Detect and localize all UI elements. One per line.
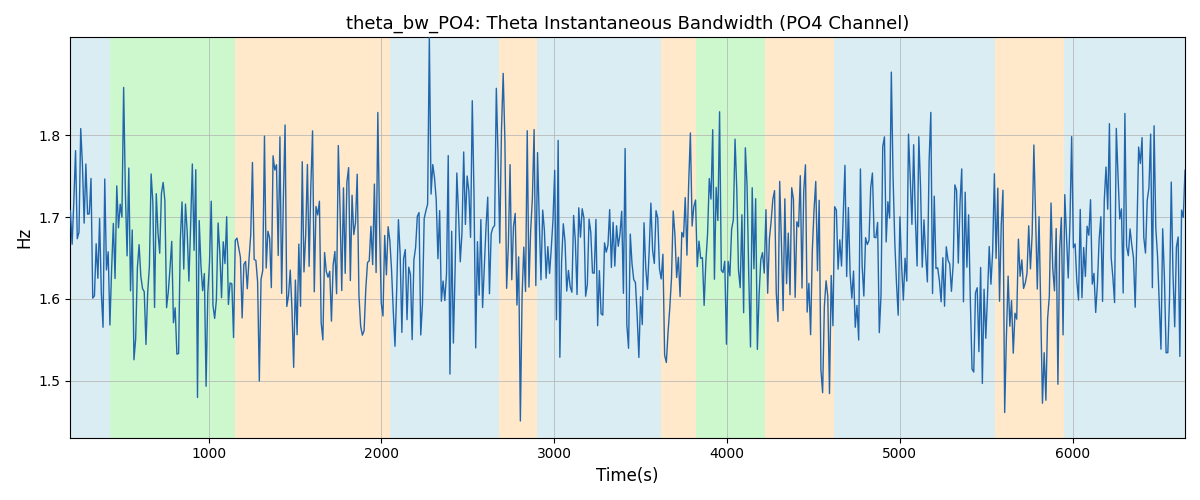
X-axis label: Time(s): Time(s): [596, 467, 659, 485]
Bar: [696, 38, 766, 438]
Bar: [766, 38, 834, 438]
Bar: [110, 38, 234, 438]
Bar: [499, 38, 536, 438]
Bar: [71, 38, 110, 438]
Bar: [234, 38, 390, 438]
Bar: [536, 38, 661, 438]
Bar: [995, 38, 1064, 438]
Bar: [834, 38, 995, 438]
Bar: [390, 38, 499, 438]
Bar: [1064, 38, 1186, 438]
Title: theta_bw_PO4: Theta Instantaneous Bandwidth (PO4 Channel): theta_bw_PO4: Theta Instantaneous Bandwi…: [346, 15, 910, 34]
Y-axis label: Hz: Hz: [14, 227, 32, 248]
Bar: [661, 38, 696, 438]
